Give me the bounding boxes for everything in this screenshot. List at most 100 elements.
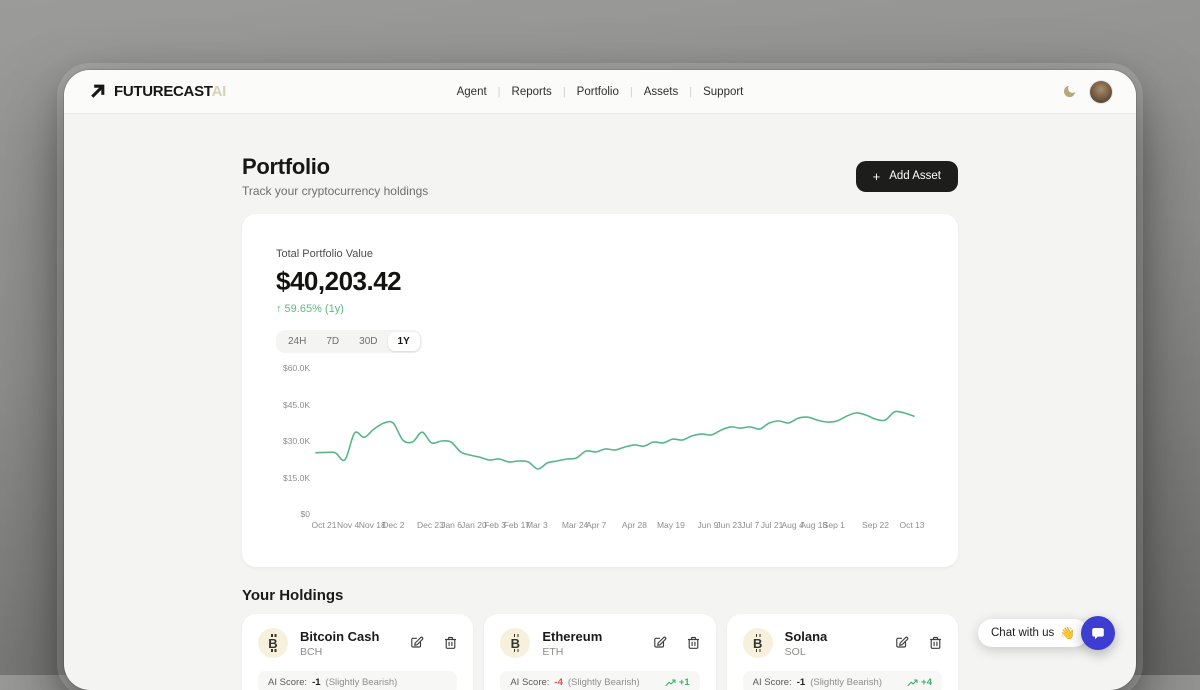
nav-item-agent[interactable]: Agent (456, 85, 487, 98)
holding-symbol: SOL (784, 645, 806, 658)
range-tab-7d[interactable]: 7D (316, 332, 349, 351)
edit-icon[interactable] (895, 636, 909, 650)
x-axis-tick: Feb 17 (503, 520, 531, 530)
x-axis-tick: Oct 21 (311, 520, 337, 530)
dark-mode-moon-icon[interactable] (1062, 84, 1077, 99)
nav-item-support[interactable]: Support (703, 85, 744, 98)
add-asset-label: Add Asset (889, 170, 941, 182)
nav-separator: | (497, 85, 501, 98)
delete-trash-icon[interactable] (929, 636, 942, 650)
ai-score-value: -1 (312, 677, 321, 688)
x-axis-tick: May 19 (656, 520, 685, 530)
holding-actions (410, 636, 457, 650)
nav-item-assets[interactable]: Assets (643, 85, 679, 98)
add-asset-button[interactable]: + Add Asset (855, 160, 958, 192)
holding-name: Solana (784, 628, 828, 644)
total-portfolio-value-label: Total Portfolio Value (276, 248, 374, 260)
ai-score-trend-value: +4 (921, 677, 932, 688)
edit-icon[interactable] (410, 636, 424, 650)
app-window: FUTURECASTAI Agent | Reports | Portfolio | Ass… (64, 70, 1136, 690)
chat-fab-button[interactable] (1081, 616, 1115, 650)
nav-item-portfolio[interactable]: Portfolio (576, 85, 619, 98)
x-axis-tick: Jan 6 (441, 520, 462, 530)
holding-name: Ethereum (542, 628, 603, 644)
holding-card-head: B Ethereum ETH (500, 628, 699, 658)
holdings-title: Your Holdings (242, 587, 344, 604)
delete-trash-icon[interactable] (444, 636, 457, 650)
ai-score-label: AI Score: (752, 677, 792, 688)
holding-info: Bitcoin Cash BCH (300, 629, 379, 658)
logo-ai-suffix: AI (211, 83, 227, 100)
delete-trash-icon[interactable] (687, 636, 700, 650)
range-tab-1y[interactable]: 1Y (387, 332, 420, 351)
total-portfolio-value: $40,203.42 (276, 266, 402, 296)
ai-score-trend-value: +1 (678, 677, 690, 688)
chart-x-axis: Oct 21 Nov 4 Nov 18 Dec 2 Dec 23 Jan 6 Jan 20 F… (311, 520, 925, 533)
portfolio-line-chart (315, 410, 915, 470)
logo[interactable]: FUTURECASTAI (88, 82, 226, 101)
portfolio-change: ↑ 59.65% (1y) (276, 303, 344, 315)
bitcoin-glyph: B (268, 634, 278, 652)
holding-card: B Bitcoin Cash BCH (242, 614, 474, 690)
x-axis-tick: Apr 7 (586, 520, 607, 530)
main-content: Portfolio Track your cryptocurrency hold… (64, 114, 1136, 690)
waving-hand-emoji: 👋 (1060, 626, 1076, 640)
x-axis-tick: Dec 23 (416, 520, 444, 530)
ai-score-sentiment: (Slightly Bearish) (810, 677, 882, 688)
x-axis-tick: Apr 28 (621, 520, 647, 530)
page-head: Portfolio Track your cryptocurrency hold… (242, 154, 958, 198)
holding-card-head: B Solana SOL (742, 628, 942, 658)
holding-symbol: ETH (542, 645, 564, 658)
y-axis-tick: $60.0K (283, 363, 310, 373)
portfolio-value-card: Total Portfolio Value $40,203.42 ↑ 59.65… (242, 214, 958, 567)
coin-icon: B (500, 628, 531, 658)
app-bar: FUTURECASTAI Agent | Reports | Portfolio | Ass… (64, 70, 1136, 114)
chart-y-axis: $60.0K $45.0K $30.0K $15.0K $0 (276, 363, 316, 519)
x-axis-tick: Aug 4 (781, 520, 804, 530)
bitcoin-glyph: B (752, 634, 763, 652)
x-axis-tick: Mar 3 (525, 520, 548, 530)
nav-item-reports[interactable]: Reports (511, 85, 552, 98)
range-tab-30d[interactable]: 30D (349, 332, 387, 351)
bitcoin-glyph: B (510, 634, 521, 652)
trending-up-icon (665, 678, 676, 686)
x-axis-tick: Mar 24 (561, 520, 589, 530)
holding-actions (895, 636, 942, 650)
plus-icon: + (872, 168, 881, 184)
page-title: Portfolio (242, 154, 330, 179)
ai-score-value: -1 (796, 677, 806, 688)
nav-separator: | (689, 85, 693, 98)
x-axis-tick: Jan 20 (461, 520, 487, 530)
page-head-text: Portfolio Track your cryptocurrency hold… (242, 154, 428, 198)
x-axis-tick: Oct 13 (899, 520, 925, 530)
user-avatar[interactable] (1090, 80, 1112, 103)
x-axis-tick: Sep 22 (862, 520, 890, 530)
nav-separator: | (562, 85, 566, 98)
chart-area: $60.0K $45.0K $30.0K $15.0K $0 (276, 363, 924, 519)
ai-score-sentiment: (Slightly Bearish) (567, 677, 640, 688)
appbar-right (1062, 80, 1112, 103)
holding-name: Bitcoin Cash (300, 628, 380, 644)
ai-score-row: AI Score: -4 (Slightly Bearish) +1 (500, 671, 700, 690)
x-axis-tick: Sep 1 (822, 520, 845, 530)
chat-label: Chat with us (991, 627, 1055, 639)
holding-info: Ethereum ETH (542, 629, 602, 658)
time-range-tabs: 24H 7D 30D 1Y (276, 330, 422, 353)
logo-text: FUTURECASTAI (114, 83, 226, 100)
page-subtitle: Track your cryptocurrency holdings (242, 184, 429, 198)
y-axis-tick: $15.0K (283, 472, 310, 483)
x-axis-tick: Dec 2 (382, 520, 405, 530)
holding-card: B Ethereum ETH (484, 614, 716, 690)
nav-separator: | (629, 85, 633, 98)
chat-with-us-button[interactable]: Chat with us 👋 (978, 619, 1089, 647)
holding-card-head: B Bitcoin Cash BCH (258, 628, 457, 658)
holding-info: Solana SOL (785, 629, 828, 658)
x-axis-tick: Nov 4 (336, 520, 360, 530)
range-tab-24h[interactable]: 24H (278, 332, 316, 351)
trending-up-icon (907, 678, 918, 686)
edit-icon[interactable] (653, 636, 667, 650)
ai-score-label: AI Score: (510, 677, 550, 688)
chat-bubble-icon (1090, 625, 1106, 641)
ai-score-trend: +1 (665, 677, 690, 688)
ai-score-row: AI Score: -1 (Slightly Bearish) +4 (742, 671, 942, 690)
